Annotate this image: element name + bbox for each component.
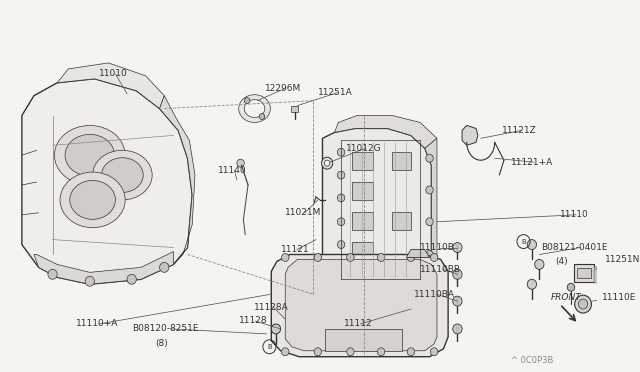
Circle shape: [237, 159, 244, 167]
Circle shape: [337, 241, 345, 248]
Bar: [392, 152, 411, 170]
Circle shape: [347, 348, 354, 356]
Circle shape: [48, 269, 57, 279]
Circle shape: [244, 98, 250, 104]
Circle shape: [337, 171, 345, 179]
Circle shape: [127, 274, 136, 284]
Polygon shape: [159, 96, 195, 264]
Circle shape: [534, 259, 544, 269]
Ellipse shape: [93, 150, 152, 200]
Text: 11010: 11010: [99, 69, 128, 78]
Circle shape: [579, 299, 588, 309]
Circle shape: [324, 160, 330, 166]
Bar: [577, 268, 591, 278]
Bar: [352, 212, 372, 230]
Circle shape: [426, 186, 433, 194]
Circle shape: [431, 253, 438, 262]
Bar: [392, 212, 411, 230]
Text: 11112: 11112: [344, 320, 372, 328]
Text: 11110: 11110: [560, 210, 589, 219]
Text: B08121-0401E: B08121-0401E: [541, 243, 608, 252]
Polygon shape: [34, 251, 173, 284]
Text: B08120-8251E: B08120-8251E: [132, 324, 198, 333]
Polygon shape: [285, 259, 437, 351]
Text: 11110+A: 11110+A: [76, 320, 118, 328]
Circle shape: [407, 348, 415, 356]
Text: 11110B: 11110B: [420, 243, 455, 252]
Text: ^ 0C0P3B: ^ 0C0P3B: [511, 356, 554, 365]
Text: 11251A: 11251A: [318, 88, 353, 97]
Text: 11121Z: 11121Z: [502, 126, 537, 135]
Polygon shape: [57, 63, 164, 109]
Bar: [352, 241, 372, 259]
Ellipse shape: [70, 180, 115, 219]
Circle shape: [337, 263, 345, 271]
Circle shape: [407, 253, 415, 262]
Polygon shape: [425, 138, 437, 299]
Text: 11012G: 11012G: [346, 144, 381, 153]
Circle shape: [527, 279, 536, 289]
Circle shape: [426, 218, 433, 226]
Circle shape: [85, 276, 95, 286]
Text: 11128A: 11128A: [253, 302, 289, 312]
Circle shape: [426, 250, 433, 259]
Circle shape: [575, 295, 591, 313]
Polygon shape: [406, 250, 429, 257]
Bar: [352, 152, 372, 170]
Ellipse shape: [60, 172, 125, 228]
Circle shape: [378, 348, 385, 356]
Ellipse shape: [54, 125, 125, 185]
Text: 11110BB: 11110BB: [420, 265, 461, 274]
Circle shape: [321, 157, 333, 169]
Circle shape: [337, 148, 345, 156]
Bar: [595, 267, 599, 283]
Text: 11128: 11128: [239, 317, 268, 326]
Circle shape: [337, 194, 345, 202]
Circle shape: [378, 253, 385, 262]
Circle shape: [452, 243, 462, 253]
Text: 12296M: 12296M: [265, 84, 301, 93]
Circle shape: [452, 269, 462, 279]
Polygon shape: [22, 79, 192, 284]
Text: 11251N: 11251N: [605, 255, 640, 264]
Circle shape: [159, 262, 169, 272]
Text: (4): (4): [555, 257, 568, 266]
Polygon shape: [335, 116, 437, 148]
Circle shape: [567, 283, 575, 291]
Circle shape: [282, 253, 289, 262]
Circle shape: [282, 348, 289, 356]
Text: 11110BA: 11110BA: [413, 290, 454, 299]
Text: 11121+A: 11121+A: [511, 158, 554, 167]
Circle shape: [431, 348, 438, 356]
Circle shape: [271, 324, 280, 334]
Ellipse shape: [244, 100, 265, 118]
Circle shape: [259, 113, 265, 119]
Text: B: B: [267, 344, 272, 350]
Circle shape: [314, 253, 321, 262]
Ellipse shape: [65, 134, 115, 176]
Text: 11121: 11121: [280, 245, 309, 254]
Text: 11021M: 11021M: [285, 208, 322, 217]
Circle shape: [314, 348, 321, 356]
Polygon shape: [462, 125, 478, 145]
Bar: [574, 264, 595, 282]
Ellipse shape: [102, 158, 143, 192]
Text: (8): (8): [155, 339, 168, 348]
Circle shape: [452, 324, 462, 334]
Text: 11140: 11140: [218, 166, 247, 174]
Text: 11110E: 11110E: [602, 293, 636, 302]
Bar: [291, 106, 298, 112]
Bar: [352, 182, 372, 200]
Polygon shape: [325, 329, 401, 351]
Polygon shape: [323, 128, 431, 314]
Circle shape: [527, 240, 536, 250]
Polygon shape: [271, 254, 448, 357]
Ellipse shape: [239, 95, 270, 122]
Circle shape: [337, 218, 345, 226]
Text: FRONT: FRONT: [550, 293, 581, 302]
Circle shape: [426, 154, 433, 162]
Text: B: B: [521, 238, 526, 244]
Circle shape: [347, 253, 354, 262]
Circle shape: [452, 296, 462, 306]
